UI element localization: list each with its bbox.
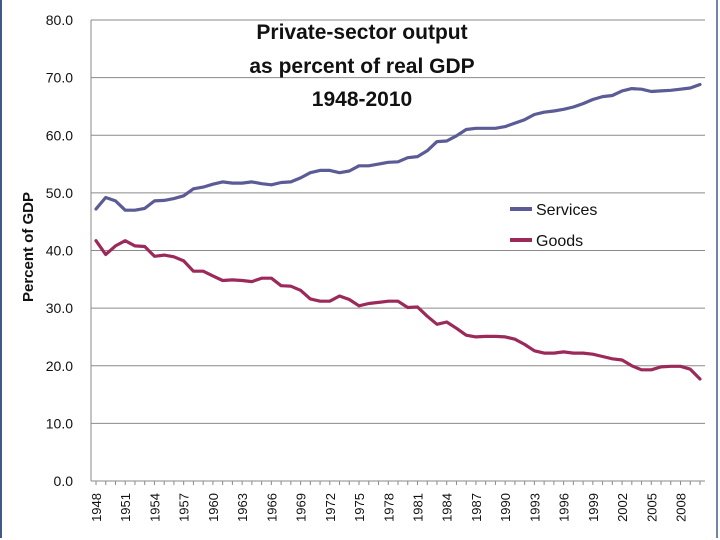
y-tick-label: 70.0 — [46, 70, 73, 86]
legend-item-services: Services — [510, 202, 597, 219]
x-tick-label: 1978 — [381, 493, 396, 522]
chart-title: Private-sector output as percent of real… — [249, 21, 474, 111]
x-tick-label: 1981 — [410, 493, 425, 522]
series-line-services — [94, 82, 702, 212]
y-ticks: 0.0 10.0 20.0 30.0 40.0 50.0 60.0 70.0 80.0 — [46, 12, 73, 489]
x-tick-label: 2002 — [615, 493, 630, 522]
x-tick-label: 1966 — [264, 493, 279, 522]
x-tick-label: 1975 — [352, 493, 367, 522]
x-tick-label: 1990 — [498, 493, 513, 522]
x-tick-label: 1972 — [323, 493, 338, 522]
y-tick-label: 50.0 — [46, 185, 73, 201]
x-tick-label: 1957 — [177, 493, 192, 522]
x-tick-label: 2005 — [644, 493, 659, 522]
x-tick-label: 1999 — [586, 493, 601, 522]
x-tick-label: 1948 — [89, 493, 104, 522]
legend-label-services: Services — [536, 202, 597, 219]
legend-item-goods: Goods — [510, 233, 583, 250]
x-tick-label: 1996 — [557, 493, 572, 522]
y-axis-label: Percent of GDP — [20, 192, 37, 302]
x-tick-label: 1969 — [294, 493, 309, 522]
x-tick-label: 2008 — [674, 493, 689, 522]
gridlines — [91, 19, 705, 424]
title-line-2: as percent of real GDP — [249, 55, 474, 78]
series-line-goods — [94, 239, 702, 381]
x-tick-label: 1993 — [527, 493, 542, 522]
title-line-3: 1948-2010 — [312, 88, 412, 111]
legend-label-goods: Goods — [536, 233, 583, 250]
y-tick-label: 80.0 — [46, 12, 73, 28]
x-tick-label: 1954 — [147, 493, 162, 522]
x-tick-label: 1951 — [118, 493, 133, 522]
y-tick-label: 10.0 — [46, 415, 73, 431]
title-line-1: Private-sector output — [256, 21, 467, 44]
y-tick-label: 0.0 — [54, 473, 74, 489]
x-ticks: 1948 1951 1954 1957 1960 1963 1966 1969 1972 1975… — [89, 481, 701, 522]
legend: Services Goods — [510, 202, 597, 250]
series-group — [94, 82, 702, 381]
x-tick-label: 1987 — [469, 493, 484, 522]
x-tick-label: 1963 — [235, 493, 250, 522]
y-tick-label: 40.0 — [46, 243, 73, 259]
x-tick-label: 1984 — [440, 493, 455, 522]
x-tick-label: 1960 — [206, 493, 221, 522]
y-tick-label: 20.0 — [46, 358, 73, 374]
y-tick-label: 30.0 — [46, 300, 73, 316]
y-tick-label: 60.0 — [46, 127, 73, 143]
